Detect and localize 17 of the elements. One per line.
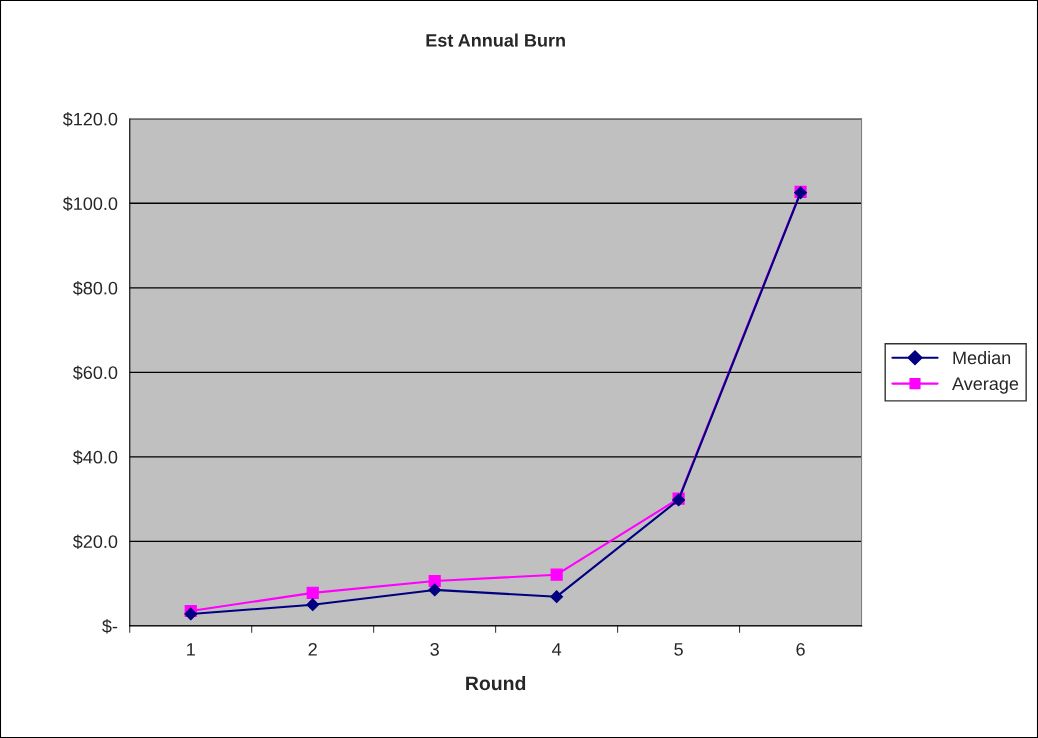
- x-tick-label: 1: [187, 643, 195, 656]
- legend-label: Average: [952, 377, 1019, 394]
- x-tick-label: 5: [674, 643, 683, 656]
- y-tick-label: $80.0: [72, 281, 118, 296]
- y-tick-label: $20.0: [72, 534, 118, 550]
- x-tick-label: 4: [552, 643, 562, 656]
- y-tick-label: $120.0: [62, 111, 118, 127]
- y-tick-label: $60.0: [72, 365, 118, 381]
- y-tick-label: $100.0: [62, 196, 118, 212]
- y-tick-label: $40.0: [72, 450, 118, 465]
- x-tick-label: 3: [430, 642, 439, 656]
- x-axis-title: Round: [466, 675, 526, 691]
- y-tick-label: $-: [102, 619, 118, 634]
- x-tick-label: 2: [308, 642, 317, 656]
- chart-title: Est Annual Burn: [426, 33, 565, 47]
- legend-label: Median: [953, 350, 1011, 365]
- x-tick-label: 6: [796, 642, 805, 656]
